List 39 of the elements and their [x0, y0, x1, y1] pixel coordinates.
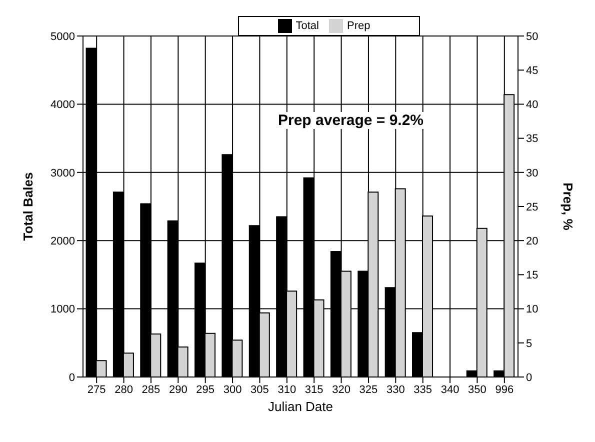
- x-tick-label: 315: [304, 384, 324, 396]
- y-tick-label: 5000: [50, 30, 75, 43]
- x-tick-label: 320: [332, 384, 350, 396]
- x-tick-label: 330: [386, 384, 405, 396]
- y2-tick-label: 25: [526, 201, 538, 214]
- legend-label: Total: [296, 20, 319, 32]
- y2-axis-title: Prep, %: [560, 182, 576, 231]
- legend-label: Prep: [347, 20, 370, 32]
- y-tick-label: 2000: [50, 236, 75, 248]
- y2-tick-label: 10: [526, 304, 538, 316]
- y-tick-label: 4000: [50, 99, 75, 112]
- y2-tick-label: 15: [526, 270, 538, 282]
- y2-tick-label: 20: [526, 236, 538, 248]
- y-tick-label: 1000: [50, 304, 75, 316]
- y-axis-title: Total Bales: [20, 172, 36, 241]
- y-tick-label: 0: [68, 372, 75, 384]
- y2-tick-label: 35: [526, 133, 538, 146]
- x-tick-label: 325: [359, 384, 378, 396]
- y2-tick-label: 50: [526, 30, 538, 43]
- annotation: Prep average = 9.2%: [276, 112, 426, 129]
- x-tick-label: 335: [414, 384, 432, 396]
- x-axis-title: Julian Date: [268, 399, 334, 414]
- x-tick-label: 295: [196, 384, 215, 396]
- y2-tick-label: 5: [526, 338, 532, 350]
- x-tick-label: 305: [250, 384, 269, 396]
- y2-tick-label: 40: [526, 99, 538, 112]
- x-tick-label: 310: [278, 384, 296, 396]
- x-tick-label: 280: [114, 384, 133, 396]
- x-tick-label: 285: [142, 384, 160, 396]
- x-tick-label: 300: [223, 384, 242, 396]
- y2-tick-label: 0: [526, 372, 532, 384]
- y2-tick-label: 45: [526, 65, 538, 78]
- x-tick-label: 275: [87, 384, 106, 396]
- y-tick-label: 3000: [50, 167, 75, 180]
- x-tick-label: 340: [440, 384, 460, 396]
- x-tick-label: 996: [495, 384, 514, 396]
- x-tick-label: 290: [168, 384, 188, 396]
- x-tick-label: 350: [468, 384, 486, 396]
- y2-tick-label: 30: [526, 167, 538, 180]
